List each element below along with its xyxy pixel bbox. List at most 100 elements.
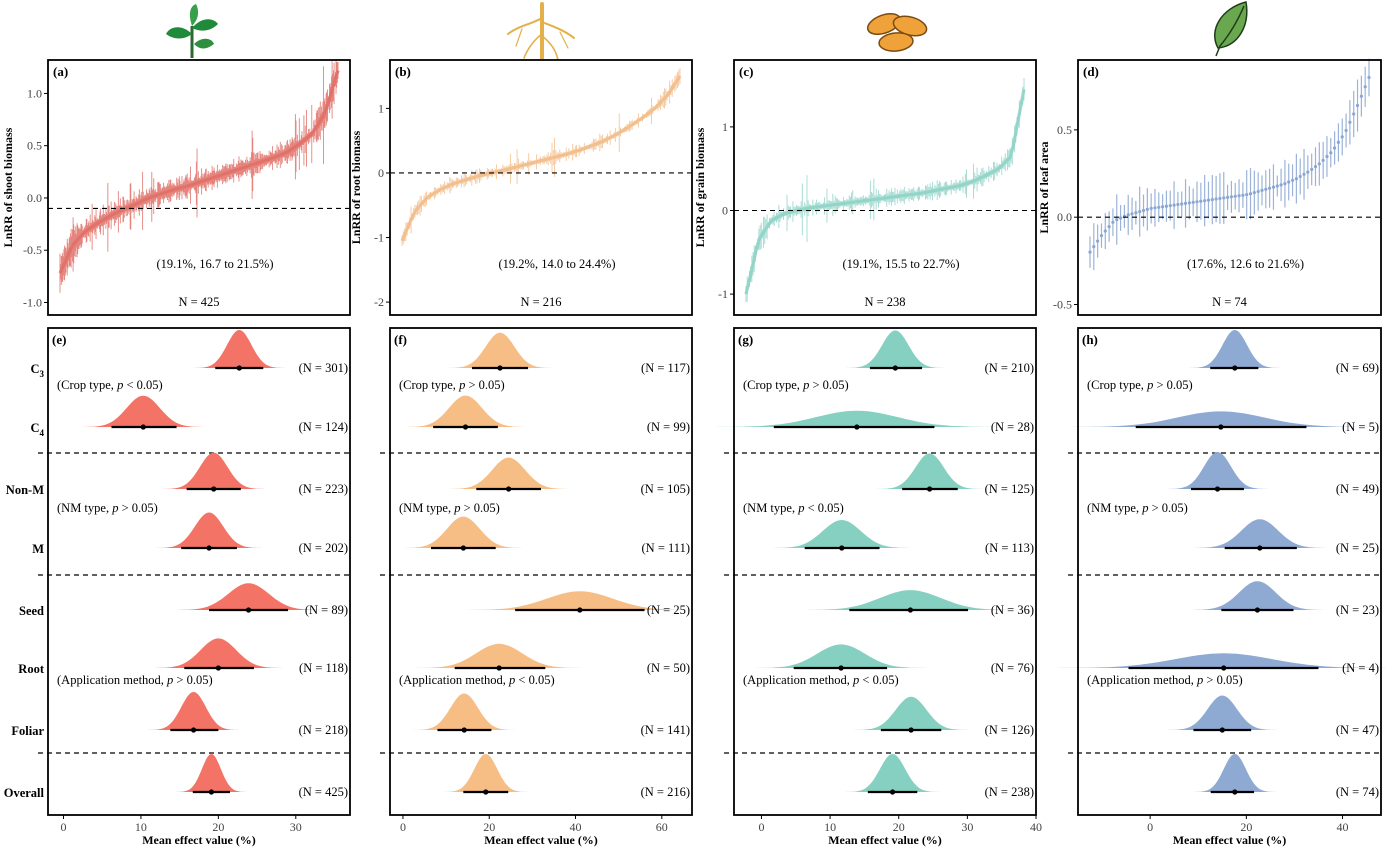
mean-point bbox=[1257, 545, 1263, 551]
panel-tag: (e) bbox=[52, 332, 66, 347]
mean-point bbox=[215, 665, 221, 671]
data-point bbox=[1210, 198, 1214, 202]
y-tick-label: -1 bbox=[718, 287, 728, 301]
group-test: (Crop type, p > 0.05) bbox=[743, 378, 849, 392]
row-sample-size: (N = 210) bbox=[985, 361, 1034, 375]
data-point bbox=[1340, 135, 1344, 139]
mean-point bbox=[483, 789, 489, 795]
y-tick-label: 0 bbox=[378, 166, 384, 180]
root-branch bbox=[541, 35, 559, 61]
panel-frame bbox=[1077, 59, 1382, 316]
lnrr-panels: 1.0 0.5 0.0 -0.5 -1.0 LnRR of shoot biomass (a… bbox=[1, 58, 1382, 316]
mean-point bbox=[1218, 424, 1224, 430]
row-label: Root bbox=[18, 662, 45, 676]
root-branch bbox=[515, 28, 523, 47]
data-point bbox=[1256, 189, 1260, 194]
mean-point bbox=[1232, 365, 1238, 371]
density-root bbox=[745, 644, 937, 668]
density-c4 bbox=[693, 410, 1021, 427]
data-point bbox=[1363, 85, 1367, 89]
y-tick-label: 1 bbox=[722, 120, 728, 134]
mean-curve bbox=[400, 75, 682, 242]
panel-tag: (g) bbox=[738, 332, 753, 347]
data-point bbox=[1268, 186, 1272, 190]
mean-effect-panels: (N = 301) C3 (N = 124) C4 (N = 223) Non-M (N =… bbox=[4, 327, 1386, 847]
panel-f: (N = 117) (N = 99) (N = 105) (N = 111) (N = … bbox=[380, 327, 712, 847]
row-sample-size: (N = 99) bbox=[647, 420, 690, 434]
data-point bbox=[1134, 211, 1138, 215]
data-point bbox=[1310, 167, 1314, 171]
row-sample-size: (N = 223) bbox=[299, 482, 348, 496]
data-point bbox=[1355, 103, 1360, 108]
mean-point bbox=[839, 545, 845, 551]
data-point bbox=[1329, 151, 1333, 155]
data-point bbox=[1287, 180, 1291, 184]
data-point bbox=[1275, 184, 1279, 188]
x-tick-label: 10 bbox=[824, 820, 836, 834]
mean-point bbox=[506, 486, 512, 492]
group-test: (NM type, p > 0.05) bbox=[399, 501, 500, 515]
density-seed bbox=[447, 591, 712, 610]
mean-point bbox=[236, 365, 242, 371]
row-sample-size: (N = 216) bbox=[641, 785, 690, 799]
row-label: Foliar bbox=[11, 724, 44, 738]
density-m bbox=[397, 516, 530, 548]
x-tick-label: 30 bbox=[290, 820, 302, 834]
row-sample-size: (N = 111) bbox=[642, 541, 690, 555]
data-point bbox=[1157, 205, 1161, 209]
density-root bbox=[147, 638, 290, 668]
sample-size: N = 238 bbox=[864, 295, 905, 309]
x-tick-label: 40 bbox=[570, 820, 582, 834]
density-m bbox=[765, 520, 919, 548]
density-overall bbox=[1190, 754, 1279, 792]
panel-tag: (c) bbox=[739, 64, 753, 79]
data-point bbox=[1145, 207, 1149, 211]
panel-frame bbox=[389, 327, 693, 816]
x-tick-label: 20 bbox=[212, 820, 224, 834]
root-branch bbox=[541, 21, 575, 39]
row-sample-size: (N = 76) bbox=[991, 661, 1034, 675]
density-non-m bbox=[158, 452, 269, 489]
panel-c: 1 0 -1 LnRR of grain biomass (c) (19.1%, 15.5… bbox=[693, 59, 1037, 316]
data-point bbox=[1344, 128, 1348, 133]
data-point bbox=[1229, 195, 1233, 199]
data-point bbox=[1161, 205, 1165, 209]
error-bars bbox=[1089, 58, 1370, 271]
root-icon bbox=[507, 2, 575, 61]
data-point bbox=[1141, 208, 1146, 213]
density-foliar bbox=[144, 692, 243, 730]
data-point bbox=[1336, 140, 1340, 144]
summary-effect: (17.6%, 12.6 to 21.6%) bbox=[1187, 257, 1304, 271]
group-test: (Crop type, p < 0.05) bbox=[57, 378, 163, 392]
root-branch bbox=[507, 17, 543, 35]
data-point bbox=[1248, 192, 1253, 196]
panel-e: (N = 301) C3 (N = 124) C4 (N = 223) Non-M (N =… bbox=[4, 327, 351, 847]
density-seed bbox=[168, 583, 330, 610]
x-tick-label: 0 bbox=[60, 820, 66, 834]
y-tick-label: -0.5 bbox=[23, 243, 42, 257]
data-point bbox=[1119, 216, 1123, 220]
data-point bbox=[1107, 225, 1111, 229]
data-point bbox=[1313, 165, 1318, 169]
data-point bbox=[1195, 200, 1199, 204]
row-sample-size: (N = 125) bbox=[985, 482, 1034, 496]
data-point bbox=[1203, 199, 1207, 203]
row-label: M bbox=[32, 542, 44, 556]
row-sample-size: (N = 301) bbox=[299, 361, 348, 375]
data-point bbox=[1306, 170, 1310, 174]
mean-point bbox=[460, 545, 466, 551]
row-sample-size: (N = 69) bbox=[1336, 361, 1379, 375]
group-test: (Application method, p > 0.05) bbox=[1087, 673, 1243, 687]
y-tick-label: -1.0 bbox=[23, 295, 42, 309]
root-branch bbox=[559, 31, 569, 49]
density-c3 bbox=[842, 330, 949, 368]
leaf-blade bbox=[1213, 1, 1248, 49]
leaf bbox=[192, 19, 218, 31]
y-tick-label: 0.5 bbox=[27, 139, 42, 153]
y-tick-label: 0 bbox=[722, 203, 728, 217]
data-point bbox=[1183, 201, 1188, 205]
x-tick-label: 60 bbox=[656, 820, 668, 834]
density-foliar bbox=[409, 693, 520, 730]
row-sample-size: (N = 47) bbox=[1336, 723, 1379, 737]
y-axis-title: LnRR of leaf area bbox=[1037, 141, 1051, 233]
